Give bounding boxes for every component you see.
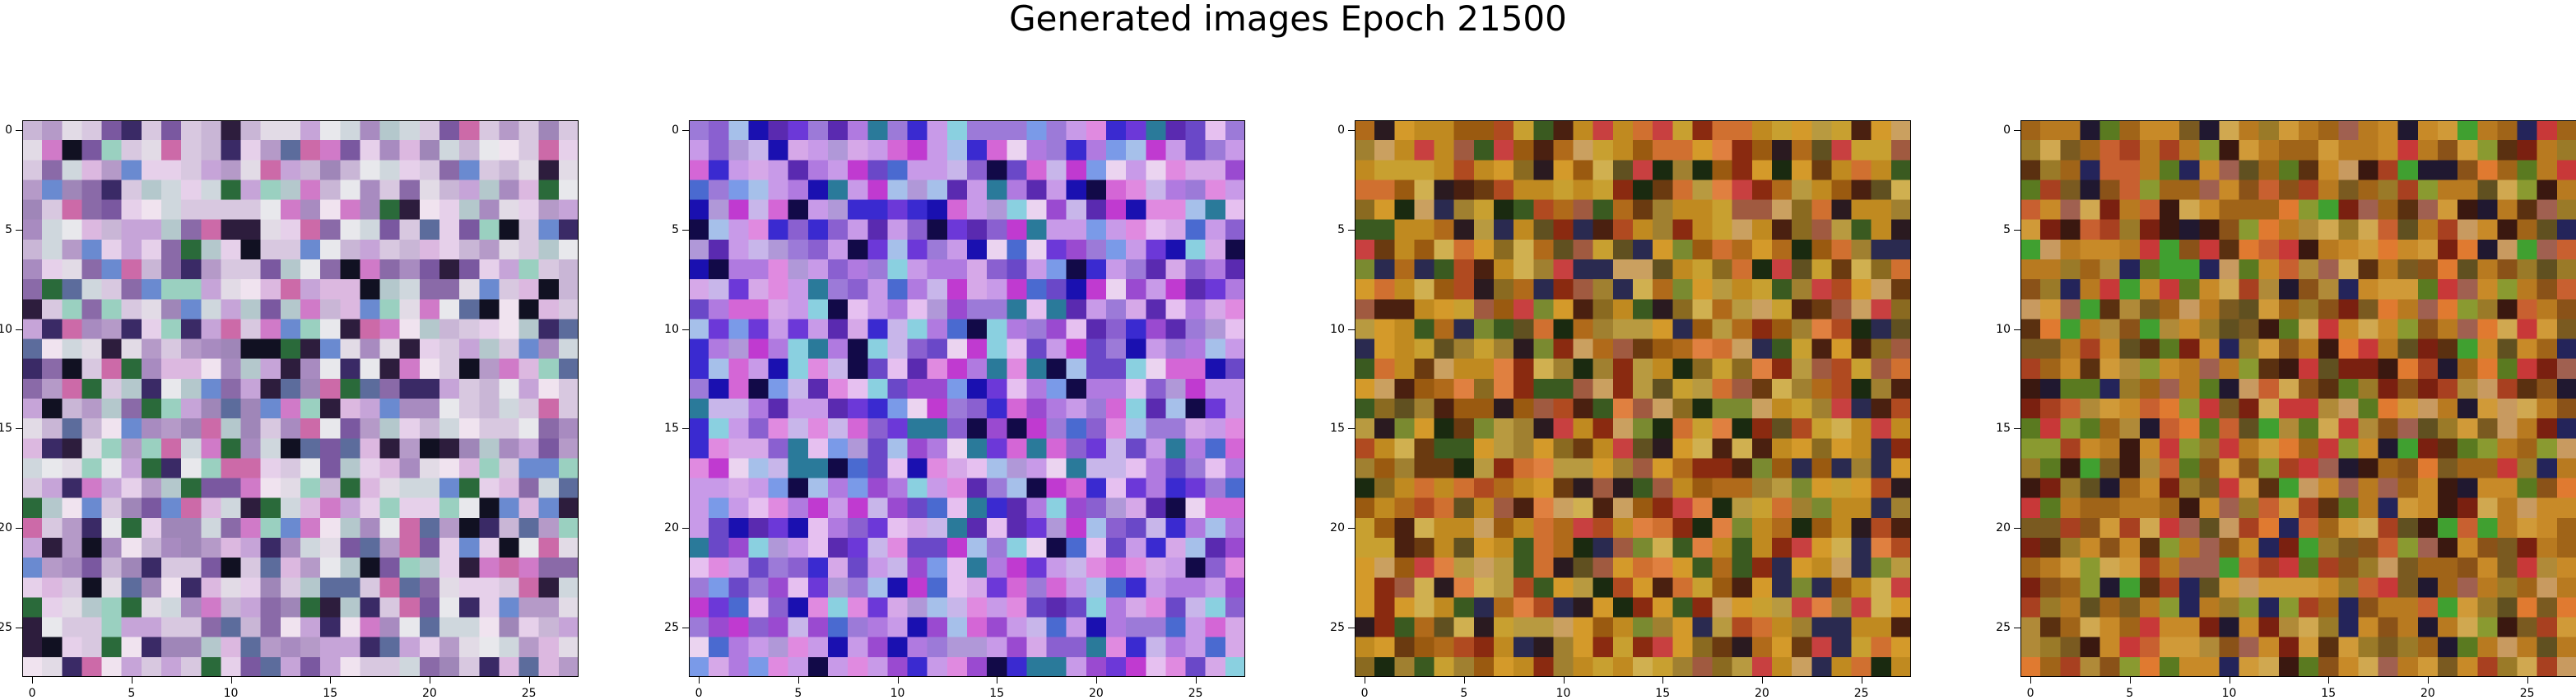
generated-image-3 (1355, 120, 1911, 677)
x-tick-label: 15 (323, 687, 338, 700)
y-tick-label: 25 (1330, 620, 1345, 634)
x-tick-label: 15 (2321, 687, 2337, 700)
y-tick (682, 329, 689, 330)
y-tick-label: 25 (1996, 620, 2011, 634)
y-tick-label: 20 (1330, 520, 1345, 534)
x-tick-label: 0 (695, 687, 703, 700)
figure-title: Generated images Epoch 21500 (1009, 0, 1567, 39)
y-tick-label: 0 (5, 124, 12, 138)
y-tick (1348, 527, 1355, 529)
x-tick-label: 0 (2026, 687, 2034, 700)
x-tick (230, 677, 232, 684)
x-tick (131, 677, 133, 684)
y-tick-label: 10 (0, 322, 12, 336)
y-tick-label: 15 (664, 422, 679, 436)
x-tick (330, 677, 332, 684)
x-tick-label: 10 (223, 687, 239, 700)
y-tick-label: 5 (1337, 222, 1345, 236)
y-tick (2014, 229, 2020, 231)
x-tick-label: 10 (2221, 687, 2237, 700)
x-tick-label: 5 (1460, 687, 1468, 700)
x-tick-label: 5 (2126, 687, 2134, 700)
x-tick-label: 25 (1188, 687, 1203, 700)
y-tick (682, 527, 689, 529)
y-tick-label: 15 (0, 422, 12, 436)
y-tick (16, 428, 22, 430)
generated-image-4 (2020, 120, 2576, 677)
x-tick (1095, 677, 1097, 684)
x-tick-label: 15 (1655, 687, 1671, 700)
y-tick-label: 15 (1996, 422, 2011, 436)
y-tick (682, 229, 689, 231)
y-tick-label: 20 (664, 520, 679, 534)
image-panel-3: 0 5 10 15 20 25 0 5 10 15 20 25 (1330, 120, 1911, 700)
y-tick (1348, 229, 1355, 231)
x-tick-label: 20 (422, 687, 437, 700)
image-panel-2: 0 5 10 15 20 25 0 5 10 15 20 25 (664, 120, 1245, 700)
y-tick (682, 130, 689, 132)
x-tick-label: 5 (794, 687, 802, 700)
y-tick-label: 0 (2003, 124, 2011, 138)
x-tick (1463, 677, 1465, 684)
y-tick (2014, 527, 2020, 529)
y-tick (2014, 329, 2020, 330)
x-tick-label: 0 (1360, 687, 1369, 700)
generated-image-2 (689, 120, 1245, 677)
x-tick-label: 0 (28, 687, 36, 700)
x-tick-label: 5 (128, 687, 136, 700)
y-tick-label: 5 (2003, 222, 2011, 236)
y-tick-label: 10 (664, 322, 679, 336)
y-tick-label: 15 (1330, 422, 1345, 436)
x-tick-label: 10 (1555, 687, 1571, 700)
x-tick-label: 25 (1853, 687, 1869, 700)
x-tick-label: 15 (989, 687, 1005, 700)
x-tick-label: 20 (1755, 687, 1769, 700)
x-tick (1761, 677, 1763, 684)
y-tick-label: 20 (0, 520, 12, 534)
y-tick-label: 25 (664, 620, 679, 634)
x-tick (1662, 677, 1664, 684)
x-tick (897, 677, 899, 684)
y-tick-label: 0 (1337, 124, 1345, 138)
x-tick (528, 677, 530, 684)
y-tick-label: 0 (672, 124, 679, 138)
y-tick-label: 25 (0, 620, 12, 634)
x-tick-label: 25 (521, 687, 537, 700)
y-tick (16, 229, 22, 231)
x-tick-label: 20 (2420, 687, 2435, 700)
x-tick (2427, 677, 2429, 684)
y-tick-label: 10 (1330, 322, 1345, 336)
y-tick (2014, 428, 2020, 430)
y-tick (682, 428, 689, 430)
x-tick (1195, 677, 1197, 684)
y-tick (1348, 130, 1355, 132)
y-tick-label: 5 (672, 222, 679, 236)
x-tick (2527, 677, 2528, 684)
image-panel-4: 0 5 10 15 20 25 0 5 10 15 20 25 (1996, 120, 2576, 700)
x-tick-label: 20 (1089, 687, 1104, 700)
x-tick (1563, 677, 1565, 684)
x-tick (32, 677, 34, 684)
image-panel-1: 0 5 10 15 20 25 0 5 10 15 20 25 (0, 120, 579, 700)
y-tick (2014, 130, 2020, 132)
x-tick-label: 10 (890, 687, 905, 700)
x-tick (699, 677, 700, 684)
y-tick-label: 20 (1996, 520, 2011, 534)
generated-image-1 (22, 120, 579, 677)
x-tick (2129, 677, 2131, 684)
x-tick (797, 677, 799, 684)
y-tick (1348, 428, 1355, 430)
y-tick (1348, 329, 1355, 330)
y-tick (16, 130, 22, 132)
x-tick (2328, 677, 2330, 684)
x-tick-label: 25 (2519, 687, 2535, 700)
y-tick-label: 10 (1996, 322, 2011, 336)
y-tick (16, 527, 22, 529)
y-tick (16, 329, 22, 330)
y-tick-label: 5 (5, 222, 12, 236)
x-tick (2030, 677, 2032, 684)
